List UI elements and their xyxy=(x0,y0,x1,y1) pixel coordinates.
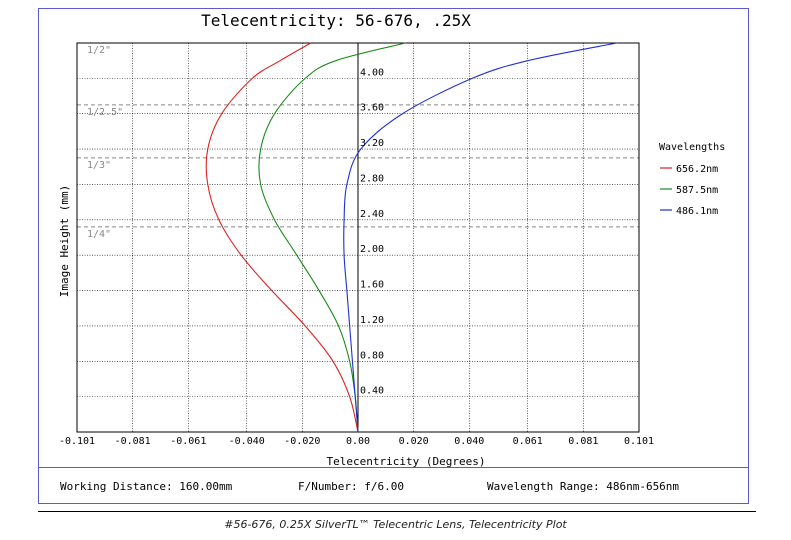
legend-label: 587.5nm xyxy=(676,185,718,196)
x-tick-label: -0.081 xyxy=(115,436,151,447)
y-tick-label: 0.40 xyxy=(360,386,384,397)
y-tick-label: 2.00 xyxy=(360,244,384,255)
y-tick-label: 2.80 xyxy=(360,173,384,184)
series-line-4861nm xyxy=(343,42,617,433)
figure-caption: #56-676, 0.25X SilverTL™ Telecentric Len… xyxy=(224,518,567,531)
y-axis-label: Image Height (mm) xyxy=(58,185,71,298)
sensor-marker-label: 1/3" xyxy=(87,160,111,171)
y-tick-label: 1.60 xyxy=(360,280,384,291)
legend-title: Wavelengths xyxy=(659,142,725,153)
x-tick-labels: -0.101 -0.081 -0.061 -0.040 -0.020 0.00 0.020 0… xyxy=(59,436,654,447)
x-tick-label: 0.040 xyxy=(454,436,484,447)
f-number: F/Number: f/6.00 xyxy=(298,480,404,493)
x-tick-label: -0.020 xyxy=(284,436,320,447)
y-tick-label: 2.40 xyxy=(360,209,384,220)
x-axis-label: Telecentricity (Degrees) xyxy=(327,455,486,468)
legend-label: 656.2nm xyxy=(676,164,718,175)
legend: 656.2nm 587.5nm 486.1nm xyxy=(660,164,718,217)
x-tick-label: -0.101 xyxy=(59,436,95,447)
working-distance: Working Distance: 160.00mm xyxy=(60,480,233,493)
y-tick-label: 1.20 xyxy=(360,315,384,326)
y-tick-label: 0.80 xyxy=(360,350,384,361)
sensor-marker-label: 1/2" xyxy=(87,45,111,56)
x-tick-label: 0.101 xyxy=(624,436,654,447)
x-tick-label: -0.061 xyxy=(170,436,206,447)
y-tick-labels: 0.40 0.80 1.20 1.60 2.00 2.40 2.80 3.20 3.60 4.00 xyxy=(360,67,384,396)
y-tick-label: 4.00 xyxy=(360,67,384,78)
x-tick-label: 0.081 xyxy=(568,436,598,447)
info-frame xyxy=(38,467,749,504)
wavelength-range: Wavelength Range: 486nm-656nm xyxy=(487,480,679,493)
y-tick-label: 3.60 xyxy=(360,103,384,114)
sensor-marker-label: 1/4" xyxy=(87,229,111,240)
x-tick-label: 0.00 xyxy=(346,436,370,447)
chart-title: Telecentricity: 56-676, .25X xyxy=(201,11,471,30)
legend-label: 486.1nm xyxy=(676,206,718,217)
series-line-5875nm xyxy=(258,42,406,433)
chart-frame xyxy=(38,8,749,468)
x-tick-label: 0.061 xyxy=(513,436,543,447)
axes xyxy=(76,42,640,433)
x-tick-label: 0.020 xyxy=(399,436,429,447)
x-tick-label: -0.040 xyxy=(229,436,265,447)
series-line-6562nm xyxy=(205,42,359,433)
series-lines xyxy=(205,42,617,433)
sensor-marker-label: 1/2.5" xyxy=(87,107,123,118)
y-tick-label: 3.20 xyxy=(360,138,384,149)
